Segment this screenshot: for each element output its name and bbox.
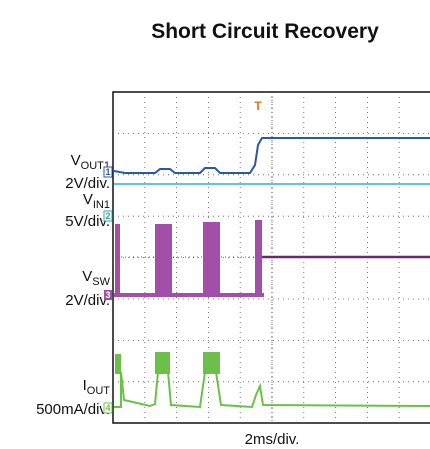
vout1-trace xyxy=(113,137,430,174)
ch4-scale: 500mA/div. xyxy=(36,401,110,418)
ch2-symbol: V xyxy=(83,191,93,208)
scope-screen: T xyxy=(112,91,430,424)
ch1-symbol: V xyxy=(71,152,81,169)
channel-markers: 1 2 3 4 xyxy=(103,166,113,414)
title: Short Circuit Recovery xyxy=(151,20,379,43)
ch3-scale: 2V/div. xyxy=(65,292,110,309)
ch4-name: IOUT xyxy=(83,377,111,397)
iout-trace xyxy=(115,352,220,374)
ch2-sub: IN1 xyxy=(93,199,110,211)
ch1-name: VOUT1 xyxy=(71,152,110,172)
vsw-trace xyxy=(114,220,264,297)
ch4-marker: 4 xyxy=(105,403,110,413)
channel-labels: VOUT1 2V/div. VIN1 5V/div. VSW 2V/div. I… xyxy=(36,152,111,418)
ch1-sub: OUT1 xyxy=(81,160,110,172)
ch3-marker-box xyxy=(104,290,112,300)
ch1-marker-box xyxy=(103,166,113,178)
ch3-marker: 3 xyxy=(105,290,110,300)
timebase: 2ms/div. xyxy=(245,431,300,448)
ch3-symbol: V xyxy=(82,268,92,285)
ch3-sub: SW xyxy=(92,276,110,288)
ch1-marker: 1 xyxy=(105,167,110,177)
ch2-marker: 2 xyxy=(105,211,110,221)
ch4-symbol: I xyxy=(83,377,87,394)
ch2-name: VIN1 xyxy=(83,191,110,211)
ch1-scale: 2V/div. xyxy=(65,175,110,192)
iout-line xyxy=(114,371,430,409)
ch2-marker-box xyxy=(103,210,113,222)
trigger-marker: T xyxy=(254,99,262,113)
ch2-scale: 5V/div. xyxy=(65,213,110,230)
ch3-name: VSW xyxy=(82,268,110,288)
ch4-marker-box xyxy=(103,402,113,414)
ch4-sub: OUT xyxy=(87,385,111,397)
